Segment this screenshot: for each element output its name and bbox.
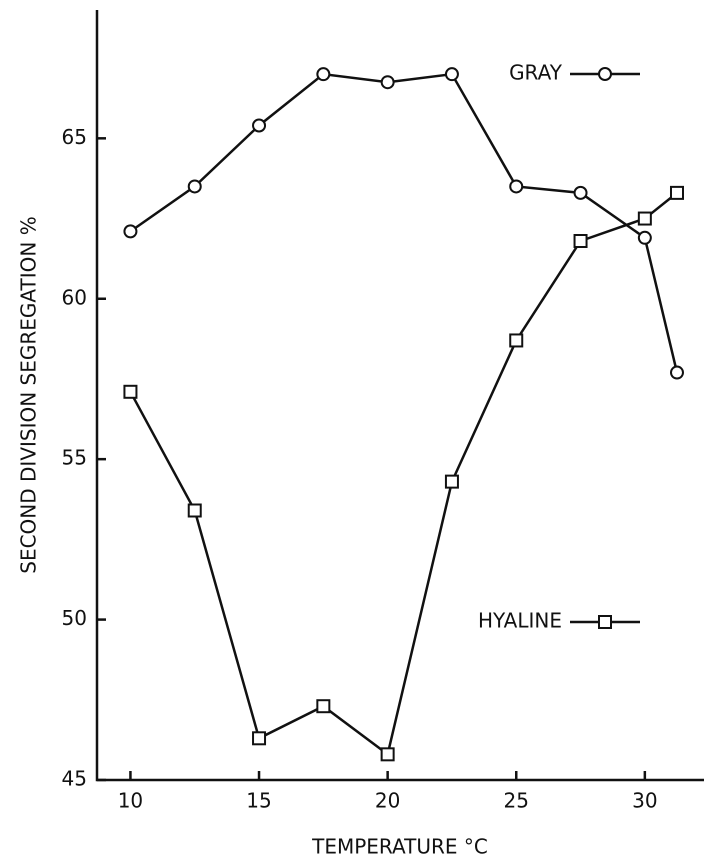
marker [252, 118, 267, 133]
legend-label: GRAY [509, 61, 563, 85]
marker [380, 747, 395, 762]
marker [444, 474, 459, 489]
marker [509, 179, 524, 194]
legend-marker [598, 615, 612, 629]
x-tick-label: 10 [118, 789, 143, 813]
marker [123, 224, 138, 239]
x-tick-label: 20 [375, 789, 400, 813]
marker [380, 75, 395, 90]
marker [573, 234, 588, 248]
y-tick-label: 55 [62, 446, 87, 470]
marker [669, 185, 684, 200]
series-line [129, 191, 678, 757]
series-line [129, 72, 679, 373]
marker [316, 699, 331, 714]
marker [509, 333, 524, 348]
y-tick-label: 60 [62, 285, 87, 309]
y-tick-label: 45 [62, 767, 87, 791]
y-tick-label: 50 [62, 606, 87, 630]
marker [252, 731, 267, 746]
x-tick-label: 15 [246, 789, 271, 813]
x-tick-label: 30 [632, 789, 657, 813]
marker [637, 211, 652, 226]
y-axis-label: SECOND DIVISION SEGREGATION % [17, 216, 41, 573]
legend-marker [598, 67, 612, 81]
marker [637, 230, 652, 245]
marker [316, 67, 331, 82]
x-tick-label: 25 [504, 789, 529, 813]
marker [669, 365, 684, 380]
y-tick-label: 65 [62, 125, 87, 149]
axes [95, 10, 704, 782]
marker [187, 503, 202, 518]
legend-label: HYALINE [478, 609, 562, 633]
x-axis-label: TEMPERATURE °C [311, 835, 488, 859]
marker [444, 67, 459, 82]
marker [573, 185, 588, 200]
marker [123, 384, 138, 399]
marker [187, 179, 202, 194]
